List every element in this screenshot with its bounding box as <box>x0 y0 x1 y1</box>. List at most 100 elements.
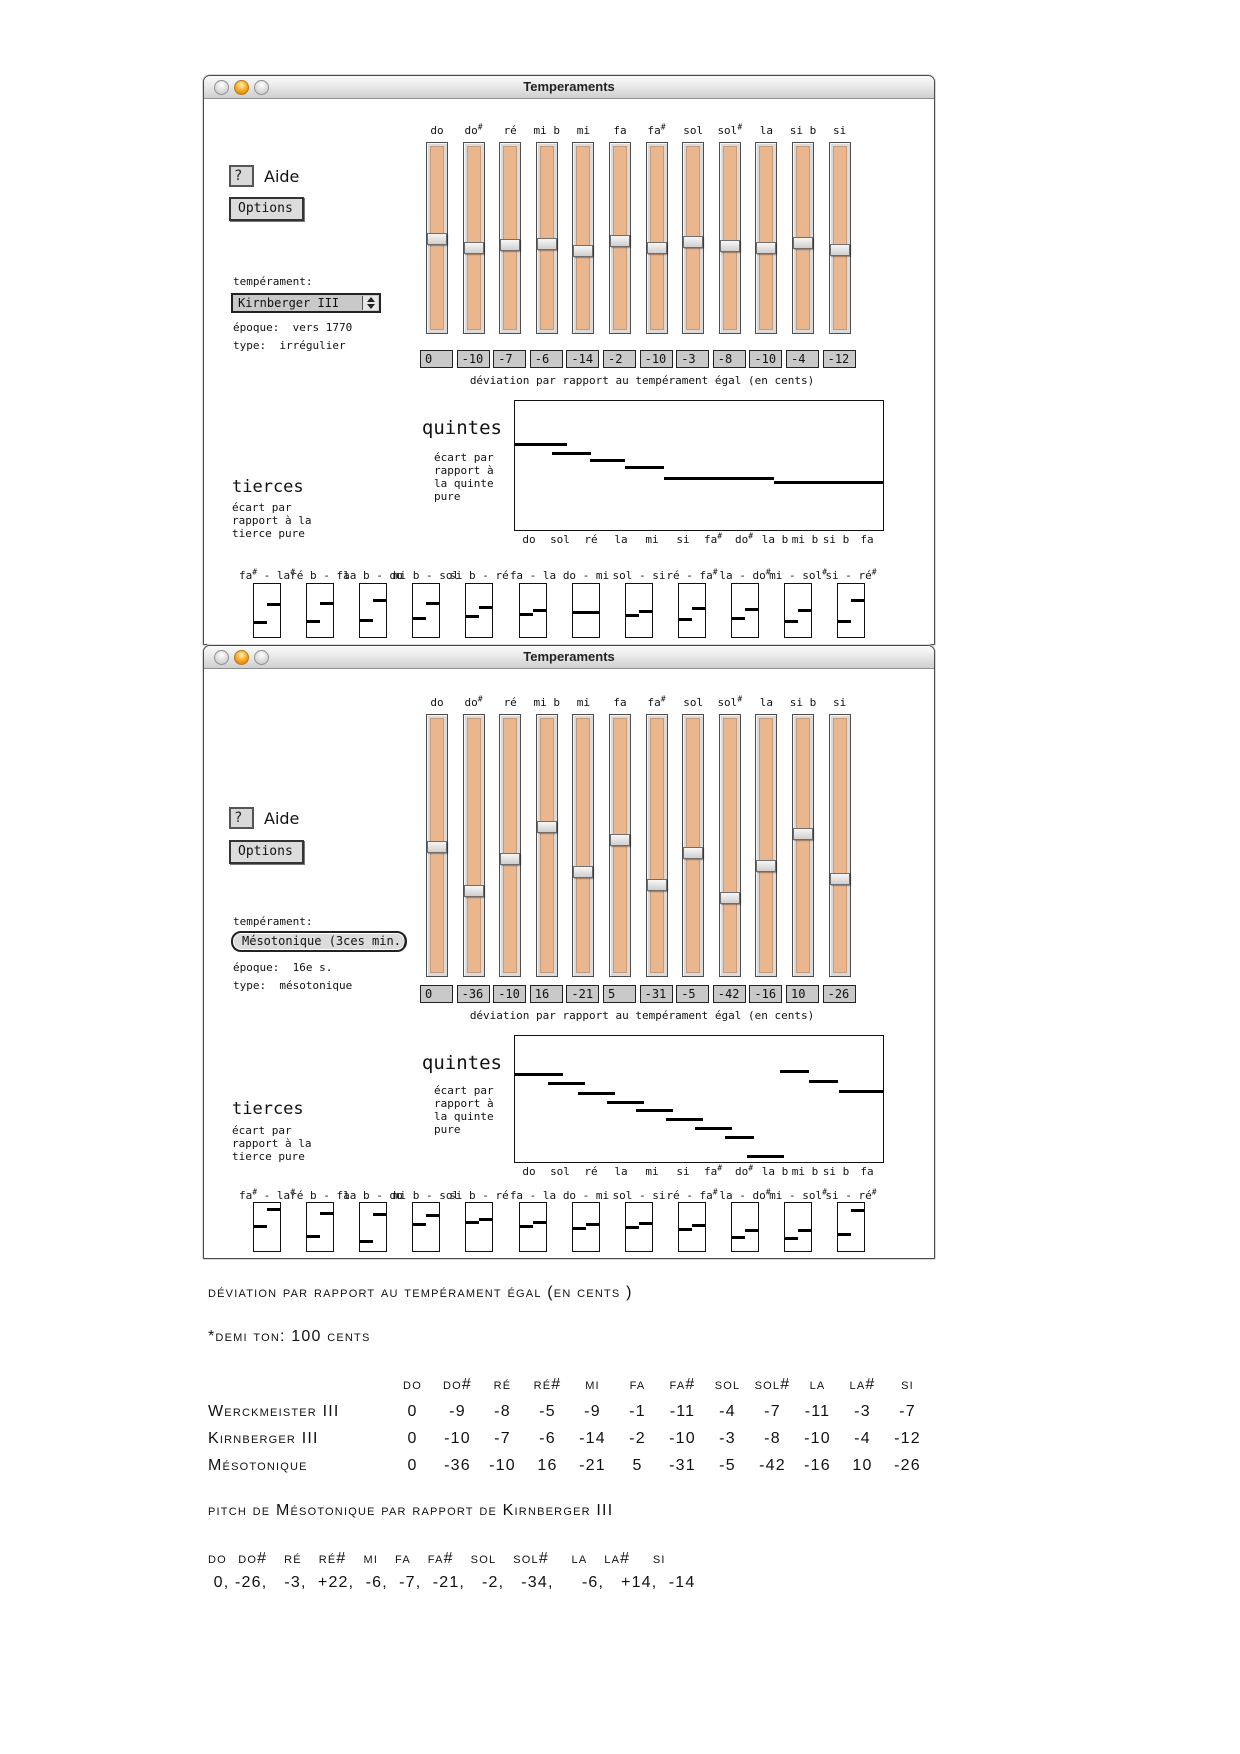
pitch-slider[interactable] <box>755 714 778 977</box>
pitch-slider[interactable] <box>426 714 448 977</box>
help-button[interactable]: ? <box>229 165 254 187</box>
deviation-value-field[interactable]: -26 <box>822 985 856 1003</box>
deviation-value-field[interactable]: -3 <box>676 350 710 368</box>
pitch-slider[interactable] <box>645 714 668 977</box>
slider-thumb[interactable] <box>427 233 447 245</box>
pitch-slider[interactable] <box>462 714 485 977</box>
deviation-value-field[interactable]: -10 <box>639 350 673 368</box>
deviation-value-field[interactable]: -7 <box>493 350 527 368</box>
pitch-slider[interactable] <box>499 142 522 334</box>
slider-thumb[interactable] <box>646 242 667 254</box>
minimize-button[interactable] <box>234 80 249 95</box>
slider-thumb[interactable] <box>573 245 594 257</box>
zoom-button[interactable] <box>254 80 269 95</box>
zoom-button[interactable] <box>254 650 269 665</box>
tierce-line-left <box>520 613 533 616</box>
deviation-value-field[interactable]: -36 <box>456 985 490 1003</box>
deviation-value-field[interactable]: -16 <box>749 985 783 1003</box>
slider-thumb[interactable] <box>500 853 521 865</box>
pitch-slider[interactable] <box>828 714 851 977</box>
pitch-slider[interactable] <box>682 714 705 977</box>
slider-thumb[interactable] <box>829 873 850 885</box>
temperament-value: Mésotonique (3ces min.) <box>242 934 405 948</box>
minimize-button[interactable] <box>234 650 249 665</box>
quintes-subtitle: écart par <box>434 451 494 464</box>
deviation-value-field[interactable]: 0 <box>420 350 453 368</box>
pitch-slider[interactable] <box>499 714 522 977</box>
options-button[interactable]: Options <box>229 840 304 864</box>
slider-thumb[interactable] <box>536 821 557 833</box>
slider-thumb[interactable] <box>610 235 630 247</box>
deviation-value-field[interactable]: -4 <box>786 350 819 368</box>
deviation-value-field[interactable]: 16 <box>529 985 563 1003</box>
tick-label: do# <box>734 531 754 546</box>
deviation-value-field[interactable]: -10 <box>456 350 490 368</box>
stepper-arrows[interactable] <box>362 296 378 310</box>
pitch-slider[interactable] <box>718 142 741 334</box>
deviation-value-field[interactable]: -2 <box>603 350 636 368</box>
slider-thumb[interactable] <box>793 828 813 840</box>
deviation-value-field[interactable]: -14 <box>566 350 600 368</box>
pitch-slider[interactable] <box>645 142 668 334</box>
options-button[interactable]: Options <box>229 197 304 221</box>
slider-thumb[interactable] <box>683 847 704 859</box>
table-value-cell: -7 <box>899 1403 916 1420</box>
pitch-slider[interactable] <box>535 714 558 977</box>
slider-thumb[interactable] <box>427 841 447 853</box>
deviation-value-field[interactable]: -10 <box>493 985 527 1003</box>
pitch-slider[interactable] <box>462 142 485 334</box>
pitch-slider[interactable] <box>572 142 595 334</box>
help-button[interactable]: ? <box>229 807 254 829</box>
deviation-value-field[interactable]: 0 <box>420 985 453 1003</box>
slider-thumb[interactable] <box>719 892 740 904</box>
pitch-slider[interactable] <box>682 142 705 334</box>
pitch-slider[interactable] <box>609 142 631 334</box>
slider-thumb[interactable] <box>463 242 484 254</box>
tierce-label: ré b - fa <box>290 1189 350 1202</box>
pitch-slider[interactable] <box>535 142 558 334</box>
pitch-slider[interactable] <box>828 142 851 334</box>
help-label: Aide <box>264 809 300 828</box>
slider-thumb[interactable] <box>793 237 813 249</box>
close-button[interactable] <box>214 650 229 665</box>
deviation-value-field[interactable]: -42 <box>712 985 746 1003</box>
deviation-value-field[interactable]: -6 <box>529 350 563 368</box>
deviation-value-field[interactable]: -12 <box>822 350 856 368</box>
deviation-value-field[interactable]: -5 <box>676 985 710 1003</box>
pitch-slider[interactable] <box>792 714 814 977</box>
slider-thumb[interactable] <box>646 879 667 891</box>
slider-thumb[interactable] <box>500 239 521 251</box>
deviation-value-field[interactable]: -8 <box>712 350 746 368</box>
temperament-select[interactable]: Kirnberger III <box>231 293 381 313</box>
slider-thumb[interactable] <box>683 236 704 248</box>
slider-thumb[interactable] <box>463 885 484 897</box>
tierces-subtitle: tierce pure <box>232 1150 305 1163</box>
pitch-slider[interactable] <box>755 142 778 334</box>
deviation-value-field[interactable]: 10 <box>786 985 819 1003</box>
slider-thumb[interactable] <box>719 240 740 252</box>
table-header-cell: fa <box>629 1376 646 1393</box>
slider-thumb[interactable] <box>536 238 557 250</box>
tierce-line-left <box>626 614 639 617</box>
slider-thumb[interactable] <box>756 860 777 872</box>
pitch-slider[interactable] <box>792 142 814 334</box>
temperament-table: do do# ré ré# mi fa fa# sol sol# la la# si Werckmeis… <box>208 1376 1068 1475</box>
close-button[interactable] <box>214 80 229 95</box>
deviation-value-field[interactable]: -31 <box>639 985 673 1003</box>
deviation-value-field[interactable]: 5 <box>603 985 636 1003</box>
pitch-slider[interactable] <box>572 714 595 977</box>
pitch-slider[interactable] <box>609 714 631 977</box>
temperament-select[interactable]: Mésotonique (3ces min.) <box>231 931 407 952</box>
tierce-line-right <box>426 1214 439 1217</box>
slider-thumb[interactable] <box>756 242 777 254</box>
deviation-value-field[interactable]: -10 <box>749 350 783 368</box>
slider-thumb[interactable] <box>829 244 850 256</box>
deviation-value-field[interactable]: -21 <box>566 985 600 1003</box>
pitch-slider[interactable] <box>426 142 448 334</box>
slider-thumb[interactable] <box>573 866 594 878</box>
pitch-slider[interactable] <box>718 714 741 977</box>
table-value-cell: 16 <box>537 1457 558 1474</box>
tick-label: do <box>522 533 536 546</box>
slider-thumb[interactable] <box>610 834 630 846</box>
tierce-line-right <box>692 1224 705 1227</box>
